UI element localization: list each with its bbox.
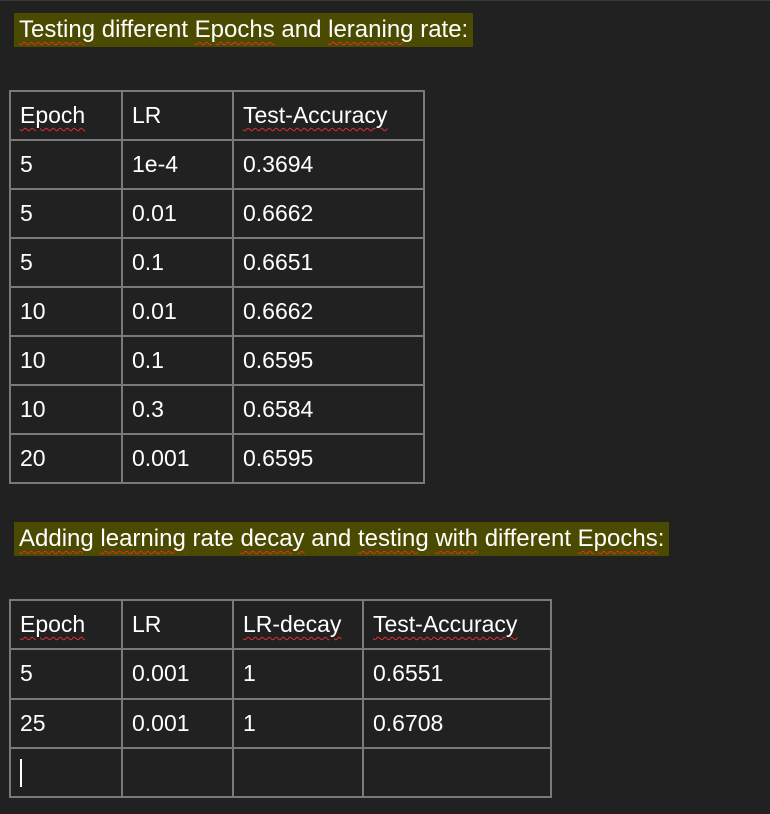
table-cell[interactable]: 5 <box>9 237 123 288</box>
table-cell[interactable] <box>121 746 234 799</box>
section-heading-epochs-lr[interactable]: Testing different Epochs and leraning ra… <box>14 13 474 47</box>
heading-word: Testing <box>19 16 96 43</box>
table-cell[interactable]: 5 <box>9 188 123 239</box>
table-header-cell[interactable]: LR <box>121 598 234 651</box>
results-table-epochs-lr: Epoch LR Test-Accuracy 5 1e-4 0.3694 5 0.01 0.66… <box>9 90 425 484</box>
table-row: 10 0.1 0.6595 <box>9 335 425 386</box>
heading-word: Epochs <box>577 525 658 552</box>
table-cell[interactable]: 20 <box>9 433 123 484</box>
table-row: 5 0.1 0.6651 <box>9 237 425 288</box>
table-cell[interactable]: 5 <box>9 648 123 700</box>
header-label: Test-Accuracy <box>243 102 388 128</box>
heading-word: different <box>95 16 195 43</box>
table-cell[interactable]: 0.6595 <box>232 335 425 386</box>
header-label: LR-decay <box>243 611 342 638</box>
table-row: 5 1e-4 0.3694 <box>9 139 425 190</box>
header-label: LR <box>132 611 162 638</box>
table-cell[interactable]: 1 <box>232 648 364 700</box>
table-row: 10 0.01 0.6662 <box>9 286 425 337</box>
table-header-cell[interactable]: LR <box>121 90 234 141</box>
table-cell[interactable]: 0.1 <box>121 335 234 386</box>
table-cell[interactable]: 0.001 <box>121 648 234 700</box>
table-header-cell[interactable]: Test-Accuracy <box>362 598 552 651</box>
table-row: 25 0.001 1 0.6708 <box>9 697 552 749</box>
table-row: 5 0.001 1 0.6551 <box>9 648 552 700</box>
table-cell[interactable]: 0.001 <box>121 697 234 749</box>
table-header-cell[interactable]: LR-decay <box>232 598 364 651</box>
table-cell[interactable]: 25 <box>9 697 123 749</box>
table-row: 20 0.001 0.6595 <box>9 433 425 484</box>
heading-word: Adding <box>19 525 94 552</box>
table-cell[interactable]: 0.001 <box>121 433 234 484</box>
table-cell[interactable]: 10 <box>9 335 123 386</box>
table-cell[interactable]: 0.6584 <box>232 384 425 435</box>
heading-word: Epochs <box>194 16 275 43</box>
table-cell[interactable]: 0.6662 <box>232 286 425 337</box>
table-cell[interactable]: 1e-4 <box>121 139 234 190</box>
table-cell[interactable]: 1 <box>232 697 364 749</box>
table-cell[interactable]: 0.3 <box>121 384 234 435</box>
heading-word: rate <box>185 525 241 552</box>
table-header-row: Epoch LR Test-Accuracy <box>9 90 425 141</box>
table-header-row: Epoch LR LR-decay Test-Accuracy <box>9 598 552 651</box>
header-label: Test-Accuracy <box>373 611 518 638</box>
header-label: Epoch <box>20 102 86 128</box>
table-row: 10 0.3 0.6584 <box>9 384 425 435</box>
heading-word: decay <box>240 525 305 552</box>
table-cell[interactable] <box>9 746 123 799</box>
table-header-cell[interactable]: Test-Accuracy <box>232 90 425 141</box>
table-cell[interactable]: 0.1 <box>121 237 234 288</box>
header-label: Epoch <box>20 611 86 638</box>
results-table-lr-decay: Epoch LR LR-decay Test-Accuracy 5 0.001 1 0.655… <box>9 598 552 799</box>
table-row: 5 0.01 0.6662 <box>9 188 425 239</box>
heading-word: rate: <box>413 16 469 43</box>
heading-word: : <box>657 525 665 552</box>
table-header-cell[interactable]: Epoch <box>9 598 123 651</box>
section-heading-lr-decay[interactable]: Adding learning rate decay and testing w… <box>14 522 670 556</box>
table-cell[interactable]: 0.6595 <box>232 433 425 484</box>
table-cell[interactable]: 0.6662 <box>232 188 425 239</box>
table-cell[interactable] <box>232 746 364 799</box>
heading-word: and <box>304 525 358 552</box>
heading-word: leraning <box>328 16 414 43</box>
table-header-cell[interactable]: Epoch <box>9 90 123 141</box>
table-cell[interactable]: 0.6708 <box>362 697 552 749</box>
heading-word: with <box>435 525 479 552</box>
table-cell[interactable]: 0.01 <box>121 188 234 239</box>
table-cell[interactable]: 0.6551 <box>362 648 552 700</box>
table-row <box>9 746 552 799</box>
table-cell[interactable]: 0.01 <box>121 286 234 337</box>
heading-word: and <box>274 16 329 43</box>
table-cell[interactable] <box>362 746 552 799</box>
heading-word: different <box>478 525 578 552</box>
text-cursor <box>20 759 22 787</box>
table-cell[interactable]: 10 <box>9 384 123 435</box>
table-cell[interactable]: 10 <box>9 286 123 337</box>
table-cell[interactable]: 5 <box>9 139 123 190</box>
header-label: LR <box>132 102 162 128</box>
table-cell[interactable]: 0.3694 <box>232 139 425 190</box>
heading-word: testing <box>357 525 429 552</box>
heading-word: learning <box>100 525 186 552</box>
table-cell[interactable]: 0.6651 <box>232 237 425 288</box>
